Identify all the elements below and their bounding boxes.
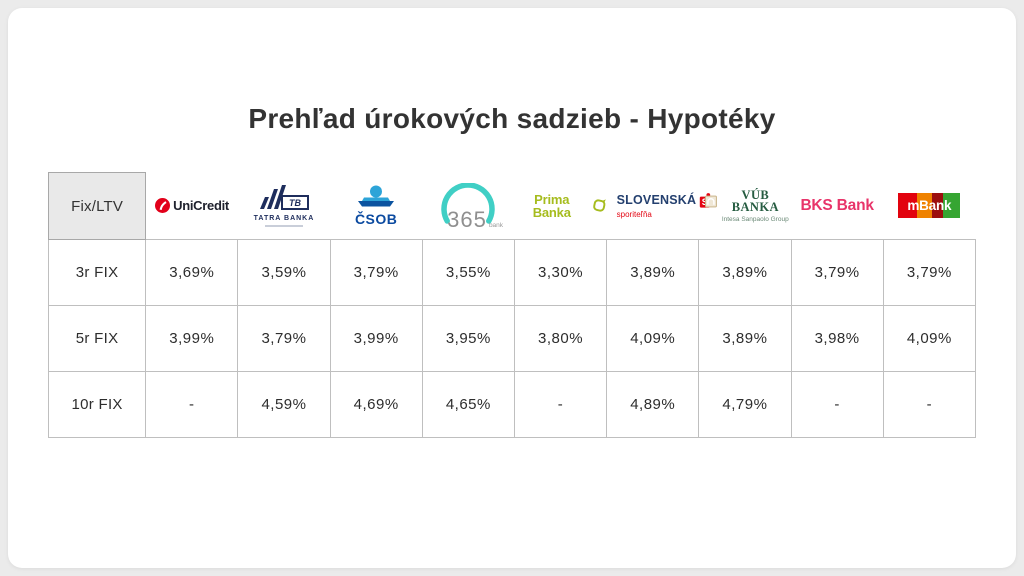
unicredit-logo: UniCredit	[146, 198, 238, 214]
bank-header-tatra-banka: TB TATRA BANKA	[238, 173, 330, 240]
prima-banka-wordmark: Prima Banka	[532, 191, 571, 220]
bks-bank-logo: BKS Bank	[791, 198, 883, 214]
tatra-banka-stripes-icon: TB	[259, 184, 309, 210]
table-row-5r-fix: 5r FIX 3,99% 3,79% 3,99% 3,95% 3,80% 4,0…	[47, 305, 977, 373]
tatra-banka-wordmark: TATRA BANKA	[253, 214, 315, 222]
bank365-logo: 365 bank	[422, 182, 514, 229]
rate-cell: 3,79%	[329, 239, 423, 307]
rate-cell: 3,89%	[698, 305, 792, 373]
intesa-subtext: Intesa Sanpaolo Group	[721, 215, 789, 223]
slide-card: Prehľad úrokových sadzieb - Hypotéky Fix…	[8, 8, 1016, 568]
mbank-color-blocks: mBank	[898, 193, 961, 219]
bank-header-unicredit: UniCredit	[146, 173, 238, 240]
bank-header-slovenska-sporitelna: SLOVENSKÁ S sporiteľňa	[607, 173, 711, 240]
rate-cell: 3,89%	[698, 239, 792, 307]
header-row: Fix/LTV UniCredit	[47, 172, 976, 241]
rate-cell: 3,55%	[421, 239, 515, 307]
unicredit-wordmark: UniCredit	[173, 198, 229, 214]
bank365-arc-icon: 365 bank	[441, 182, 504, 229]
tatra-banka-logo: TB TATRA BANKA	[238, 184, 330, 227]
rate-cell: 4,89%	[606, 371, 700, 439]
slovenska-wordmark: SLOVENSKÁ	[616, 193, 697, 208]
svg-text:365: 365	[448, 207, 488, 229]
rates-table: Fix/LTV UniCredit	[47, 172, 977, 439]
intesa-arch-icon	[704, 195, 717, 208]
bank-header-bks-bank: BKS Bank	[791, 173, 883, 240]
page-title: Prehľad úrokových sadzieb - Hypotéky	[248, 103, 776, 134]
rate-cell: 4,59%	[237, 371, 331, 439]
vub-wordmark: VÚB BANKA	[731, 187, 779, 215]
csob-figure-icon	[358, 185, 395, 207]
rate-cell: 3,79%	[237, 305, 331, 373]
rate-cell: 4,79%	[698, 371, 792, 439]
rate-cell: 3,99%	[329, 305, 423, 373]
rate-cell: 4,65%	[421, 371, 515, 439]
rate-cell: 3,30%	[513, 239, 608, 307]
svg-text:bank: bank	[489, 222, 504, 229]
rate-cell: -	[513, 371, 608, 439]
mbank-wordmark: mBank	[907, 198, 952, 214]
mbank-orange-block	[917, 193, 933, 219]
mbank-green-block	[943, 193, 961, 219]
bank-header-prima-banka: Prima Banka	[514, 173, 606, 240]
slovenska-sporitelna-logo: SLOVENSKÁ S sporiteľňa	[616, 193, 711, 219]
rate-cell: 3,69%	[145, 239, 239, 307]
row-label: 5r FIX	[47, 305, 147, 373]
rate-cell: 4,09%	[882, 305, 977, 373]
mbank-maroon-block	[932, 193, 944, 219]
rate-cell: 3,99%	[145, 305, 239, 373]
corner-header: Fix/LTV	[47, 172, 147, 241]
rate-cell: -	[882, 371, 977, 439]
prima-banka-logo: Prima Banka	[514, 193, 606, 219]
row-label: 3r FIX	[47, 239, 147, 307]
svg-text:TB: TB	[289, 198, 301, 208]
bank-header-mbank: mBank	[883, 173, 975, 240]
table-row-3r-fix: 3r FIX 3,69% 3,59% 3,79% 3,55% 3,30% 3,8…	[47, 239, 977, 307]
rate-cell: 3,79%	[882, 239, 977, 307]
row-label: 10r FIX	[47, 371, 147, 439]
bks-wordmark: BKS Bank	[800, 197, 874, 215]
mbank-red-block	[898, 193, 918, 219]
rate-cell: 3,80%	[513, 305, 608, 373]
csob-wordmark: ČSOB	[354, 211, 398, 228]
prima-banka-bird-icon	[593, 199, 606, 213]
rate-cell: 3,59%	[237, 239, 331, 307]
rate-cell: -	[145, 371, 239, 439]
rate-cell: 4,69%	[329, 371, 423, 439]
rate-cell: -	[790, 371, 884, 439]
table-row-10r-fix: 10r FIX - 4,59% 4,69% 4,65% - 4,89% 4,79…	[47, 371, 977, 439]
bank-header-csob: ČSOB	[330, 173, 422, 240]
tatra-banka-member-line	[264, 224, 303, 227]
rate-cell: 3,95%	[421, 305, 515, 373]
rate-cell: 3,98%	[790, 305, 884, 373]
bank-header-vub-banka: VÚB BANKA Intesa Sanpaolo Group	[699, 173, 791, 240]
rate-cell: 3,89%	[606, 239, 700, 307]
csob-logo: ČSOB	[330, 185, 422, 226]
sporitelna-subtext: sporiteľňa	[616, 209, 652, 219]
unicredit-circle-icon	[155, 198, 171, 214]
bank-header-365-bank: 365 bank	[422, 173, 514, 240]
vub-banka-logo: VÚB BANKA Intesa Sanpaolo Group	[704, 187, 791, 224]
rate-cell: 3,79%	[790, 239, 884, 307]
rate-cell: 4,09%	[606, 305, 700, 373]
mbank-logo: mBank	[883, 193, 975, 219]
